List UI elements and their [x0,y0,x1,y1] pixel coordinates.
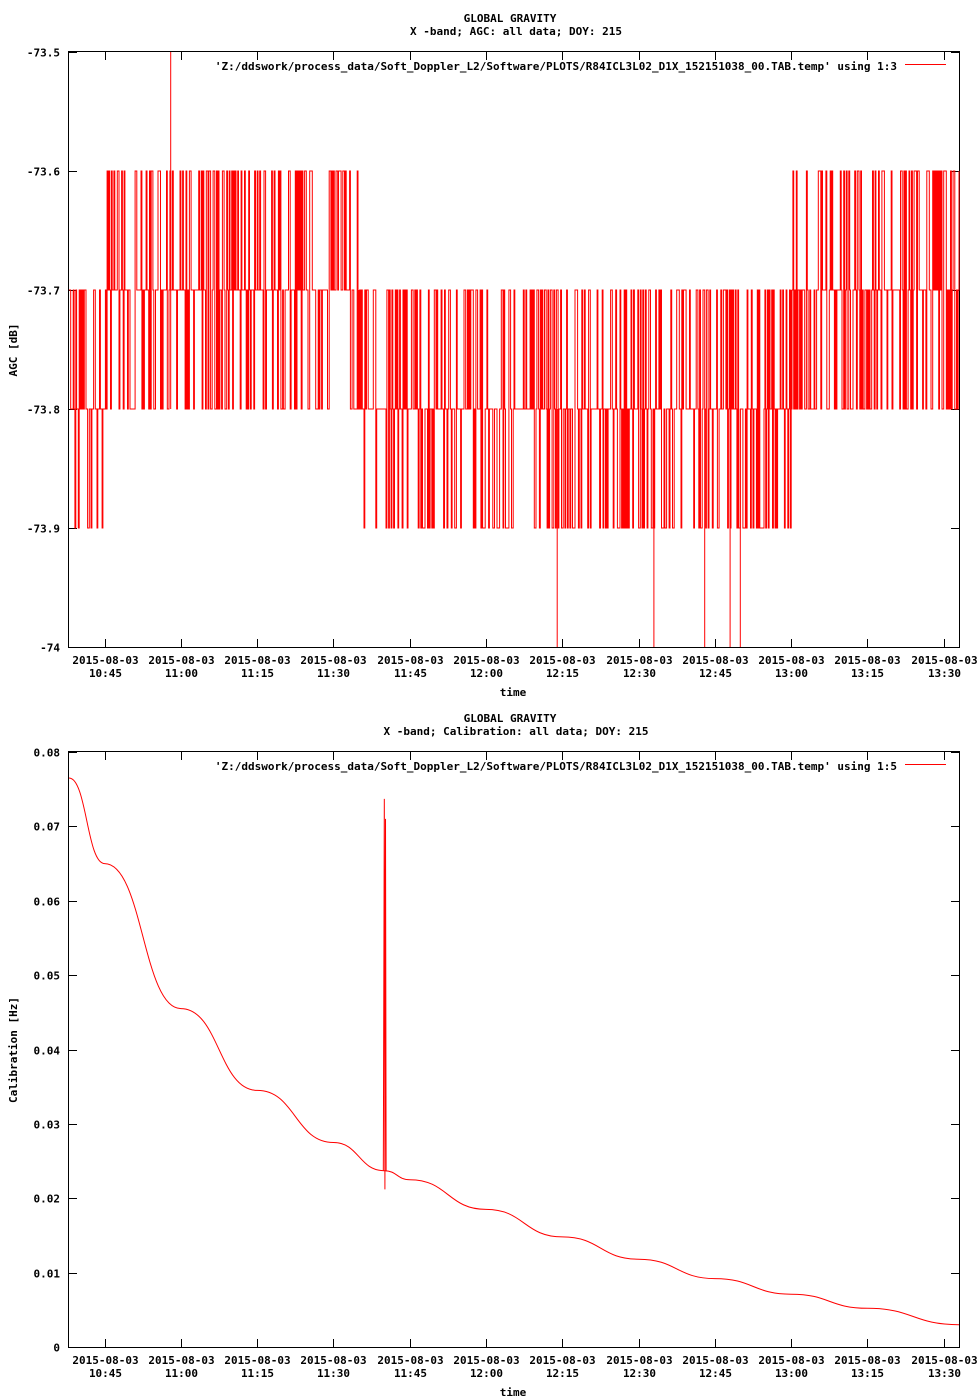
x-tick-time: 13:30 [928,667,961,680]
x-tick-date: 2015-08-03 [377,1354,443,1367]
agc-x-axis: 2015-08-0310:452015-08-0311:002015-08-03… [72,52,978,680]
x-tick-date: 2015-08-03 [911,1354,977,1367]
y-tick-label: 0.04 [34,1045,61,1058]
x-tick-date: 2015-08-03 [529,654,595,667]
y-tick-label: 0 [53,1342,60,1355]
x-tick-date: 2015-08-03 [453,1354,519,1367]
x-tick-date: 2015-08-03 [453,654,519,667]
y-tick-label: 0.02 [34,1193,61,1206]
x-tick-time: 11:30 [317,667,350,680]
x-tick-date: 2015-08-03 [911,654,977,667]
agc-legend-label: 'Z:/ddswork/process_data/Soft_Doppler_L2… [215,60,897,73]
x-tick-date: 2015-08-03 [148,1354,214,1367]
calibration-chart-subtitle: X -band; Calibration: all data; DOY: 215 [384,725,649,738]
x-tick-date: 2015-08-03 [682,654,748,667]
x-tick-time: 11:00 [165,667,198,680]
y-tick-label: 0.07 [34,821,61,834]
x-tick-time: 10:45 [89,667,122,680]
calibration-chart: GLOBAL GRAVITY X -band; Calibration: all… [7,712,978,1399]
x-tick-date: 2015-08-03 [300,654,366,667]
x-tick-time: 12:00 [470,667,503,680]
x-tick-date: 2015-08-03 [224,654,290,667]
x-tick-date: 2015-08-03 [377,654,443,667]
agc-chart-subtitle: X -band; AGC: all data; DOY: 215 [410,25,622,38]
x-tick-date: 2015-08-03 [300,1354,366,1367]
agc-plot-frame [68,51,960,648]
x-tick-time: 12:45 [699,1367,732,1380]
y-tick-label: -73.7 [27,285,60,298]
x-tick-date: 2015-08-03 [682,1354,748,1367]
x-tick-date: 2015-08-03 [606,654,672,667]
x-tick-time: 13:00 [775,1367,808,1380]
y-tick-label: -73.8 [27,404,60,417]
x-tick-date: 2015-08-03 [72,1354,138,1367]
calibration-y-axis: 0 0.01 0.02 0.03 0.04 0.05 0.06 0.07 0.08 [34,747,959,1355]
calibration-x-axis-label: time [500,1386,527,1399]
x-tick-time: 11:45 [394,1367,427,1380]
agc-chart-title: GLOBAL GRAVITY [464,12,557,25]
x-tick-time: 13:00 [775,667,808,680]
agc-series-line [69,170,960,529]
agc-chart: GLOBAL GRAVITY X -band; AGC: all data; D… [7,12,978,699]
x-tick-date: 2015-08-03 [834,1354,900,1367]
y-tick-label: 0.05 [34,970,61,983]
y-tick-label: 0.01 [34,1268,61,1281]
x-tick-date: 2015-08-03 [72,654,138,667]
x-tick-time: 13:30 [928,1367,961,1380]
x-tick-date: 2015-08-03 [529,1354,595,1367]
agc-y-axis: -73.5 -73.6 -73.7 -73.8 -73.9 -74 [27,47,959,655]
calibration-legend-label: 'Z:/ddswork/process_data/Soft_Doppler_L2… [215,760,897,773]
x-tick-time: 13:15 [851,667,884,680]
x-tick-date: 2015-08-03 [606,1354,672,1367]
calibration-series-line [68,777,960,1326]
x-tick-date: 2015-08-03 [758,1354,824,1367]
x-tick-time: 12:15 [546,667,579,680]
x-tick-time: 11:30 [317,1367,350,1380]
x-tick-time: 11:15 [241,1367,274,1380]
y-tick-label: -73.6 [27,166,60,179]
x-tick-date: 2015-08-03 [758,654,824,667]
x-tick-time: 12:45 [699,667,732,680]
x-tick-time: 12:30 [623,1367,656,1380]
agc-x-axis-label: time [500,686,527,699]
agc-legend: 'Z:/ddswork/process_data/Soft_Doppler_L2… [215,60,946,73]
calibration-legend: 'Z:/ddswork/process_data/Soft_Doppler_L2… [215,760,946,773]
calibration-spike [382,798,387,1190]
x-tick-time: 12:00 [470,1367,503,1380]
agc-y-axis-label: AGC [dB] [7,324,20,377]
x-tick-time: 10:45 [89,1367,122,1380]
y-tick-label: -74 [40,642,60,655]
x-tick-date: 2015-08-03 [224,1354,290,1367]
calibration-y-axis-label: Calibration [Hz] [7,997,20,1103]
x-tick-time: 11:00 [165,1367,198,1380]
x-tick-time: 11:45 [394,667,427,680]
x-tick-time: 13:15 [851,1367,884,1380]
y-tick-label: 0.06 [34,896,61,909]
y-tick-label: 0.03 [34,1119,61,1132]
y-tick-label: -73.9 [27,523,60,536]
x-tick-date: 2015-08-03 [834,654,900,667]
x-tick-time: 11:15 [241,667,274,680]
y-tick-label: 0.08 [34,747,61,760]
x-tick-date: 2015-08-03 [148,654,214,667]
calibration-x-axis: 2015-08-0310:452015-08-0311:002015-08-03… [72,752,978,1380]
y-tick-label: -73.5 [27,47,60,60]
calibration-plot-frame [68,751,960,1348]
calibration-chart-title: GLOBAL GRAVITY [464,712,557,725]
x-tick-time: 12:30 [623,667,656,680]
x-tick-time: 12:15 [546,1367,579,1380]
